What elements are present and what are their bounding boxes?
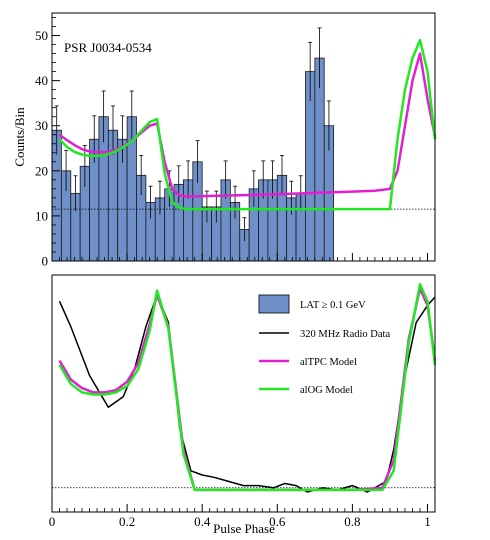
histogram-bar (314, 57, 325, 262)
bottom-line-altpc-model (58, 287, 437, 492)
legend: LAT ≥ 0.1 GeV 320 MHz Radio Data alTPC M… (258, 294, 390, 396)
x-tick-label: 0.8 (344, 514, 360, 529)
legend-label-radio: 320 MHz Radio Data (300, 329, 390, 340)
x-tick-label: 0.2 (119, 514, 135, 529)
bottom-x-tick-labels: 0 0.2 0.4 0.6 0.8 1 (49, 514, 431, 529)
y-tick-label: 30 (35, 118, 48, 133)
top-model-line-alog-model (58, 38, 437, 211)
top-model-line-altpc-model (58, 52, 437, 198)
top-x-ticks (51, 253, 428, 261)
bottom-x-ticks (51, 504, 428, 512)
legend-label-altpc: alTPC Model (300, 357, 357, 368)
pulsar-name-label: PSR J0034-0534 (64, 40, 152, 55)
x-tick-label: 0 (49, 514, 56, 529)
top-plot-frame (51, 12, 436, 262)
x-axis-label: Pulse Phase (213, 521, 275, 536)
bottom-profile-curves (58, 282, 437, 493)
y-tick-label: 20 (35, 163, 48, 178)
y-tick-label: 10 (35, 208, 48, 223)
y-axis-label: Counts/Bin (12, 107, 27, 167)
y-tick-label: 50 (35, 28, 48, 43)
top-panel: 0 10 20 30 40 50 PSR J0034-0534 Counts/Bin (12, 12, 437, 269)
x-tick-label: 0.4 (194, 514, 211, 529)
bottom-panel: 0 0.2 0.4 0.6 0.8 1 Pulse Phase LAT ≥ 0.1 GeV… (49, 274, 437, 536)
y-tick-label: 0 (42, 254, 49, 269)
legend-label-lat: LAT ≥ 0.1 GeV (300, 300, 366, 311)
bottom-line-alog-model (58, 282, 437, 492)
bottom-plot-frame (51, 274, 436, 513)
top-model-curves (58, 38, 437, 211)
x-tick-label: 1 (424, 514, 431, 529)
top-y-ticks: 0 10 20 30 40 50 (35, 17, 60, 269)
legend-label-alog: alOG Model (300, 385, 353, 396)
legend-swatch-lat (258, 294, 290, 314)
y-tick-label: 40 (35, 73, 48, 88)
x-tick-label: 0.6 (269, 514, 286, 529)
